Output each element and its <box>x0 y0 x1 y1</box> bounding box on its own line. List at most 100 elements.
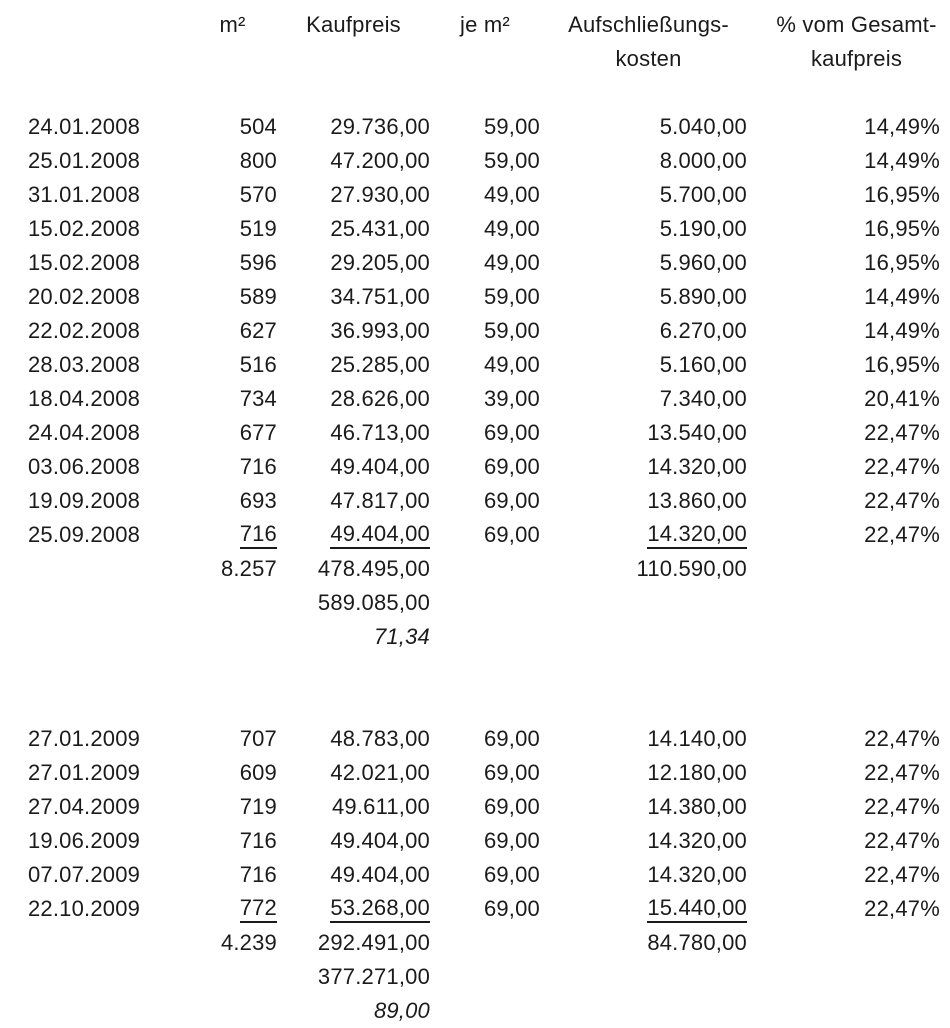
cell-pct: 14,49% <box>747 318 940 344</box>
value-pct: 22,47% <box>864 760 940 785</box>
cell-date: 15.02.2008 <box>0 216 160 242</box>
cell-kaufpreis: 49.404,00 <box>277 828 430 854</box>
cell-je-m2: 69,00 <box>430 760 540 786</box>
value-kaufpreis: 48.783,00 <box>330 726 430 751</box>
value-m2: 570 <box>239 182 277 207</box>
value-pct: 22,47% <box>864 522 940 547</box>
cell-aufschliessungskosten: 5.040,00 <box>540 114 747 140</box>
table-row-2008: 18.04.2008 734 28.626,00 39,00 7.340,00 … <box>0 382 950 416</box>
value-aufschliessungskosten: 8.000,00 <box>659 148 747 173</box>
value-m2: 716 <box>239 828 277 853</box>
table-row-2008: 25.09.2008 716 49.404,00 69,00 14.320,00… <box>0 518 950 552</box>
table-row-2009: 19.06.2009 716 49.404,00 69,00 14.320,00… <box>0 824 950 858</box>
cell-date: 25.01.2008 <box>0 148 160 174</box>
value-pct: 16,95% <box>864 250 940 275</box>
value-kaufpreis: 589.085,00 <box>317 590 430 615</box>
cell-date: 22.10.2009 <box>0 896 160 922</box>
cell-m2: 519 <box>160 216 277 242</box>
value-aufschliessungskosten: 110.590,00 <box>636 556 747 581</box>
value-pct: 14,49% <box>864 148 940 173</box>
cell-pct: 22,47% <box>747 828 940 854</box>
cell-m2: 800 <box>160 148 277 174</box>
cell-m2: 516 <box>160 352 277 378</box>
value-je-m2: 69,00 <box>483 794 540 819</box>
header-pct: % vom Gesamt- <box>747 12 940 38</box>
value-m2: 8.257 <box>220 556 277 581</box>
cell-pct: 22,47% <box>747 488 940 514</box>
gesamt-row-2008: 589.085,00 <box>0 586 950 620</box>
cell-aufschliessungskosten: 14.320,00 <box>540 862 747 888</box>
value-aufschliessungskosten: 13.540,00 <box>647 420 747 445</box>
value-m2: 504 <box>239 114 277 139</box>
value-aufschliessungskosten: 5.700,00 <box>659 182 747 207</box>
cell-m2: 716 <box>160 862 277 888</box>
cell-kaufpreis: 47.200,00 <box>277 148 430 174</box>
value-m2: 716 <box>239 862 277 887</box>
value-aufschliessungskosten: 14.140,00 <box>647 726 747 751</box>
cell-aufschliessungskosten: 5.960,00 <box>540 250 747 276</box>
cell-m2: 504 <box>160 114 277 140</box>
cell-kaufpreis: 589.085,00 <box>277 590 430 616</box>
cell-date: 28.03.2008 <box>0 352 160 378</box>
value-pct: 16,95% <box>864 182 940 207</box>
cell-date: 20.02.2008 <box>0 284 160 310</box>
value-m2: 516 <box>239 352 277 377</box>
value-pct: 20,41% <box>864 386 940 411</box>
value-kaufpreis: 29.205,00 <box>330 250 430 275</box>
value-pct: 22,47% <box>864 454 940 479</box>
header-aufschliessungskosten: Aufschließungs- <box>540 12 747 38</box>
cell-kaufpreis: 49.611,00 <box>277 794 430 820</box>
value-je-m2: 69,00 <box>483 726 540 751</box>
value-date: 18.04.2008 <box>28 386 141 411</box>
cell-pct: 16,95% <box>747 352 940 378</box>
value-m2: 693 <box>239 488 277 513</box>
value-m2: 734 <box>239 386 277 411</box>
sums-row-2008: 8.257 478.495,00 110.590,00 <box>0 552 950 586</box>
cell-m2: 716 <box>160 521 277 549</box>
value-kaufpreis: 478.495,00 <box>317 556 430 581</box>
cell-je-m2: 59,00 <box>430 114 540 140</box>
value-je-m2: 69,00 <box>483 760 540 785</box>
cell-aufschliessungskosten: 13.860,00 <box>540 488 747 514</box>
value-kaufpreis: 47.817,00 <box>330 488 430 513</box>
cell-aufschliessungskosten: 14.380,00 <box>540 794 747 820</box>
cell-m2: 677 <box>160 420 277 446</box>
table-row-2009: 22.10.2009 772 53.268,00 69,00 15.440,00… <box>0 892 950 926</box>
cell-pct: 14,49% <box>747 284 940 310</box>
sums-row-2009: 4.239 292.491,00 84.780,00 <box>0 926 950 960</box>
value-kaufpreis: 292.491,00 <box>317 930 430 955</box>
table-row-2008: 28.03.2008 516 25.285,00 49,00 5.160,00 … <box>0 348 950 382</box>
table-row-2008: 03.06.2008 716 49.404,00 69,00 14.320,00… <box>0 450 950 484</box>
cell-kaufpreis: 53.268,00 <box>277 895 430 923</box>
table-row-2008: 22.02.2008 627 36.993,00 59,00 6.270,00 … <box>0 314 950 348</box>
table-row-2008: 24.04.2008 677 46.713,00 69,00 13.540,00… <box>0 416 950 450</box>
table-row-2008: 25.01.2008 800 47.200,00 59,00 8.000,00 … <box>0 144 950 178</box>
cell-je-m2: 59,00 <box>430 318 540 344</box>
cell-date: 27.04.2009 <box>0 794 160 820</box>
value-date: 20.02.2008 <box>28 284 141 309</box>
header-aufschliessungskosten-2: kosten <box>540 46 747 72</box>
cell-kaufpreis: 48.783,00 <box>277 726 430 752</box>
value-pct: 22,47% <box>864 726 940 751</box>
value-m2: 772 <box>239 896 277 923</box>
value-aufschliessungskosten: 14.320,00 <box>647 522 747 549</box>
value-je-m2: 49,00 <box>483 216 540 241</box>
value-kaufpreis: 25.431,00 <box>330 216 430 241</box>
cell-m2: 627 <box>160 318 277 344</box>
cell-m2: 716 <box>160 828 277 854</box>
avg-row-2008: 71,34 <box>0 620 950 654</box>
value-kaufpreis: 34.751,00 <box>330 284 430 309</box>
value-date: 22.02.2008 <box>28 318 141 343</box>
cell-kaufpreis: 71,34 <box>277 624 430 650</box>
cell-je-m2: 69,00 <box>430 896 540 922</box>
value-date: 22.10.2009 <box>28 896 141 921</box>
value-m2: 596 <box>239 250 277 275</box>
cell-pct: 14,49% <box>747 114 940 140</box>
cell-aufschliessungskosten: 14.320,00 <box>540 454 747 480</box>
cell-kaufpreis: 292.491,00 <box>277 930 430 956</box>
cell-aufschliessungskosten: 15.440,00 <box>540 895 747 923</box>
value-aufschliessungskosten: 14.320,00 <box>647 454 747 479</box>
table-row-2009: 27.01.2009 707 48.783,00 69,00 14.140,00… <box>0 722 950 756</box>
value-date: 27.01.2009 <box>28 760 141 785</box>
value-aufschliessungskosten: 12.180,00 <box>647 760 747 785</box>
